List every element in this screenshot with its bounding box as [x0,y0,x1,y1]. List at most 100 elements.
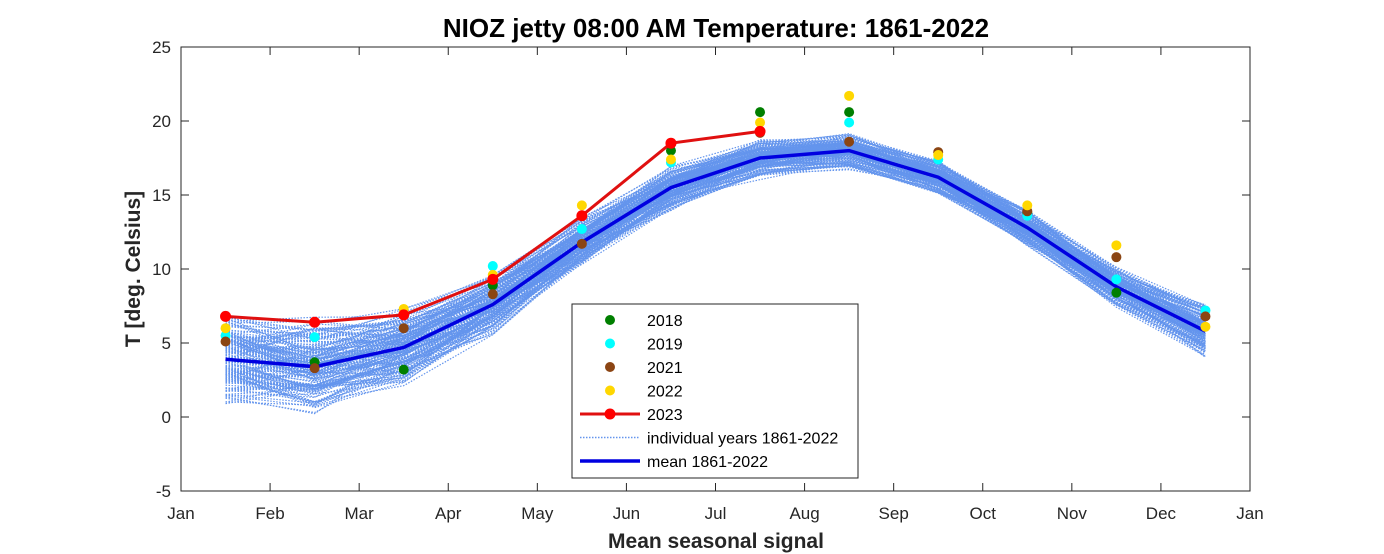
marker-2022 [755,117,766,128]
individual-year-line [225,148,1206,367]
individual-year-line [225,134,1206,340]
x-tick-label: Sep [879,504,909,523]
legend-marker [605,338,615,349]
chart-title: NIOZ jetty 08:00 AM Temperature: 1861-20… [443,13,989,43]
legend-marker [605,385,615,396]
x-tick-label: Jun [613,504,640,523]
legend-label: individual years 1861-2022 [647,431,838,448]
individual-year-line [225,144,1206,354]
marker-2022 [1022,200,1033,211]
y-tick-label: 25 [152,38,171,57]
marker-2022 [1111,240,1122,251]
x-tick-label: Dec [1146,504,1177,523]
marker-2022 [665,154,676,165]
individual-year-line [225,147,1206,331]
legend-marker [604,408,616,420]
x-axis-label: Mean seasonal signal [608,530,824,553]
marker-2021 [1111,252,1122,263]
marker-2019 [576,224,587,235]
individual-year-line [225,145,1206,386]
marker-2023 [665,137,677,149]
marker-2022 [844,90,855,101]
x-tick-label: Apr [435,504,462,523]
individual-year-line [225,150,1206,368]
legend-label: 2023 [647,407,683,424]
marker-2018 [665,145,676,156]
individual-year-line [225,159,1206,375]
individual-year-line [225,147,1206,359]
marker-2021 [576,238,587,249]
marker-2018 [398,364,409,375]
individual-year-line [225,151,1206,375]
individual-year-line [225,151,1206,380]
individual-year-line [225,161,1206,393]
marker-2023 [398,309,410,321]
marker-2018 [755,107,766,118]
individual-year-line [225,142,1206,364]
individual-year-line [225,136,1206,351]
x-tick-label: Mar [345,504,375,523]
individual-year-line [225,145,1206,343]
marker-2022 [220,323,231,334]
individual-year-line [225,150,1206,351]
legend-label: 2022 [647,384,683,401]
legend-label: 2021 [647,360,683,377]
marker-2023 [754,125,766,137]
x-tick-label: Oct [970,504,997,523]
y-tick-label: 0 [162,408,171,427]
x-tick-label: Nov [1057,504,1088,523]
legend-marker [605,315,615,325]
marker-2019 [487,261,498,272]
marker-2019 [309,332,320,343]
individual-year-line [225,149,1206,375]
marker-2022 [576,200,587,211]
marker-2019 [844,117,855,128]
x-tick-label: Jan [167,504,194,523]
x-tick-label: Jul [705,504,727,523]
individual-year-line [225,155,1206,403]
marker-2023 [220,310,232,322]
individual-year-line [225,155,1206,390]
marker-2023 [487,273,499,285]
y-tick-label: 15 [152,186,171,205]
legend-label: 2018 [647,313,683,330]
individual-year-line [225,147,1206,352]
marker-2023 [576,210,588,222]
individual-year-line [225,146,1206,374]
individual-year-line [225,164,1206,414]
marker-2021 [1200,311,1211,322]
legend-box [571,303,859,479]
individual-year-line [225,133,1206,342]
x-tick-label: Feb [255,504,284,523]
y-tick-label: 10 [152,260,171,279]
y-tick-label: 20 [152,112,171,131]
individual-year-line [225,147,1206,376]
x-tick-label: May [521,504,554,523]
legend: 2018 2019 2021 2022 2023 individual years 186… [571,303,859,479]
individual-year-line [225,164,1206,407]
individual-year-line [225,141,1206,376]
x-tick-label: Jan [1236,504,1263,523]
y-tick-label: -5 [156,482,171,501]
y-tick-label: 5 [162,334,171,353]
marker-2022 [1200,321,1211,332]
marker-2022 [933,150,944,161]
marker-2023 [309,316,321,328]
individual-year-line [225,150,1206,339]
individual-year-line [225,149,1206,369]
individual-year-line [225,142,1206,361]
axis-ticks: -5 0 5 10 15 20 25 Jan Feb Mar Apr May Jun Jul Aug Sep O… [152,38,1264,523]
legend-label: mean 1861-2022 [647,454,768,471]
marker-2018 [844,107,855,118]
marker-2018 [1111,287,1122,298]
y-axis-label: T [deg. Celsius] [122,191,145,347]
marker-2019 [1111,274,1122,285]
legend-marker [605,362,615,372]
individual-year-line [225,156,1206,374]
marker-2021 [220,336,231,347]
legend-label: 2019 [647,337,683,354]
series-group [220,90,1211,375]
mean-line [225,148,1207,369]
marker-2021 [844,136,855,147]
